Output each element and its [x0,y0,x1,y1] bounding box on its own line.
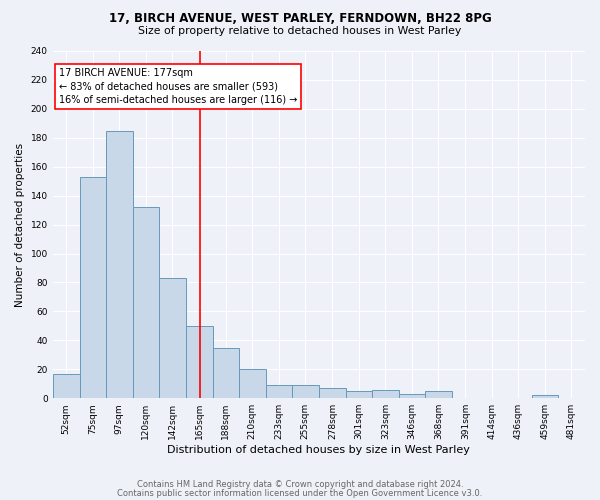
Text: Contains public sector information licensed under the Open Government Licence v3: Contains public sector information licen… [118,489,482,498]
Bar [399,394,425,398]
Text: 17 BIRCH AVENUE: 177sqm
← 83% of detached houses are smaller (593)
16% of semi-d: 17 BIRCH AVENUE: 177sqm ← 83% of detache… [59,68,297,105]
Bar [266,385,292,398]
Bar [106,130,133,398]
Text: Size of property relative to detached houses in West Parley: Size of property relative to detached ho… [139,26,461,36]
Bar [239,370,266,398]
Bar [532,396,558,398]
Bar [292,385,319,398]
Text: 17, BIRCH AVENUE, WEST PARLEY, FERNDOWN, BH22 8PG: 17, BIRCH AVENUE, WEST PARLEY, FERNDOWN,… [109,12,491,26]
Bar [346,391,372,398]
Bar [213,348,239,398]
Bar [319,388,346,398]
Bar [53,374,80,398]
Bar [158,278,186,398]
X-axis label: Distribution of detached houses by size in West Parley: Distribution of detached houses by size … [167,445,470,455]
Bar [425,391,452,398]
Y-axis label: Number of detached properties: Number of detached properties [15,142,25,306]
Bar [372,390,399,398]
Bar [133,207,158,398]
Text: Contains HM Land Registry data © Crown copyright and database right 2024.: Contains HM Land Registry data © Crown c… [137,480,463,489]
Bar [186,326,213,398]
Bar [80,177,106,398]
